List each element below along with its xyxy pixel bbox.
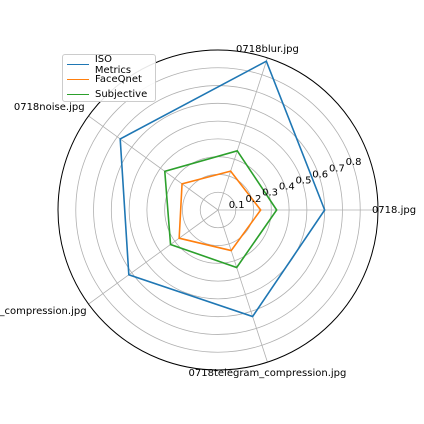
radial-tick-label: 0.7 [329,163,345,174]
legend-swatch [67,94,89,95]
category-label: 0718photoshop_compression.jpg [0,306,87,317]
legend-label: ISO Metrics [94,53,132,76]
chart-legend: ISO Metrics FaceQnet Subjective [62,54,156,102]
series-line-iso-metrics [119,60,326,318]
legend-swatch [67,64,89,65]
radial-tick-label: 0.3 [262,188,278,199]
category-label: 0718noise.jpg [14,102,85,113]
series-line-subjective [163,149,278,269]
legend-item-subjective: Subjective [67,87,151,102]
legend-label: FaceQnet [95,74,142,85]
legend-swatch [67,79,89,80]
radial-spoke [88,209,219,305]
radar-grid [57,49,379,371]
radar-series [119,60,326,318]
category-label: 0718.jpg [372,205,416,216]
radar-labels: 0.10.20.30.40.50.60.70.8 0718.jpg 0718blur… [0,44,416,379]
radial-tick-label: 0.6 [312,169,328,180]
radial-tick-label: 0.8 [346,157,362,168]
category-label: 0718blur.jpg [236,44,299,55]
radial-spoke [217,57,268,211]
radial-spoke [88,115,219,211]
legend-item-faceqnet: FaceQnet [67,72,151,87]
legend-item-iso-metrics: ISO Metrics [67,54,151,76]
category-label: 0718telegram_compression.jpg [189,368,347,379]
radial-tick-label: 0.2 [245,194,261,205]
series-line-faceqnet [178,170,262,252]
radial-tick-label: 0.5 [296,176,312,187]
radial-tick-label: 0.4 [279,182,295,193]
legend-label: Subjective [95,89,148,100]
polar-frame [57,49,379,371]
radial-tick-label: 0.1 [229,200,245,211]
radial-spoke [217,209,268,363]
